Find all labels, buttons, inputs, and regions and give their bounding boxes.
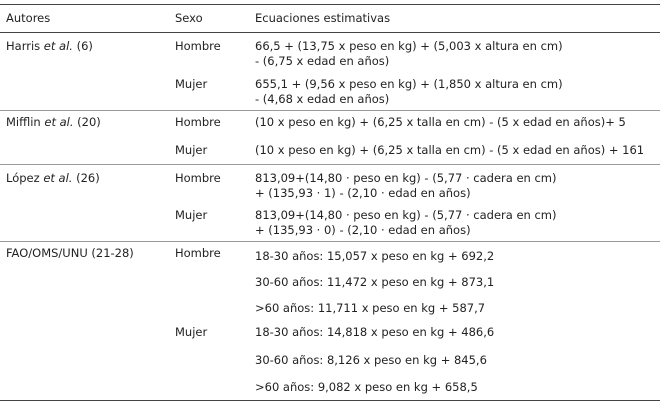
header-equations: Ecuaciones estimativas xyxy=(255,11,391,25)
top-rule xyxy=(0,4,660,5)
equation-harris-female-line1: 655,1 + (9,56 x peso en kg) + (1,850 x a… xyxy=(255,77,563,91)
bottom-rule xyxy=(0,400,660,401)
equation-lopez-female-line1: 813,09+(14,80 · peso en kg) - (5,77 · ca… xyxy=(255,208,557,222)
equation-mifflin-female: (10 x peso en kg) + (6,25 x talla en cm)… xyxy=(255,143,645,157)
row-rule xyxy=(0,241,660,242)
author-lopez: López et al. (26) xyxy=(6,171,100,185)
author-fao: FAO/OMS/UNU (21-28) xyxy=(6,246,134,260)
equation-fao-female-18-30: 18-30 años: 14,818 x peso en kg + 486,6 xyxy=(255,325,495,339)
equation-harris-male-line2: - (6,75 x edad en años) xyxy=(255,54,390,68)
header-authors: Autores xyxy=(6,11,51,25)
equation-lopez-female-line2: + (135,93 · 0) - (2,10 · edad en años) xyxy=(255,223,471,237)
equation-fao-male-30-60: 30-60 años: 11,472 x peso en kg + 873,1 xyxy=(255,275,495,289)
sex-fao-male: Hombre xyxy=(175,246,221,260)
equation-lopez-male-line2: + (135,93 · 1) - (2,10 · edad en años) xyxy=(255,186,471,200)
equation-harris-male-line1: 66,5 + (13,75 x peso en kg) + (5,003 x a… xyxy=(255,39,563,53)
equation-fao-male-18-30: 18-30 años: 15,057 x peso en kg + 692,2 xyxy=(255,249,495,263)
author-harris: Harris et al. (6) xyxy=(6,39,93,53)
sex-harris-male: Hombre xyxy=(175,39,221,53)
equation-harris-female-line2: - (4,68 x edad en años) xyxy=(255,92,390,106)
author-mifflin: Mifflin et al. (20) xyxy=(6,115,101,129)
sex-mifflin-female: Mujer xyxy=(175,143,208,157)
row-rule xyxy=(0,164,660,165)
equation-fao-male-over-60: >60 años: 11,711 x peso en kg + 587,7 xyxy=(255,301,486,315)
sex-fao-female: Mujer xyxy=(175,325,208,339)
equation-fao-female-30-60: 30-60 años: 8,126 x peso en kg + 845,6 xyxy=(255,353,487,367)
sex-lopez-female: Mujer xyxy=(175,208,208,222)
equation-fao-female-over-60: >60 años: 9,082 x peso en kg + 658,5 xyxy=(255,380,478,394)
header-rule xyxy=(0,32,660,33)
row-rule xyxy=(0,110,660,111)
sex-lopez-male: Hombre xyxy=(175,171,221,185)
equation-lopez-male-line1: 813,09+(14,80 · peso en kg) - (5,77 · ca… xyxy=(255,171,557,185)
equation-mifflin-male: (10 x peso en kg) + (6,25 x talla en cm)… xyxy=(255,115,626,129)
sex-harris-female: Mujer xyxy=(175,77,208,91)
header-sex: Sexo xyxy=(175,11,203,25)
sex-mifflin-male: Hombre xyxy=(175,115,221,129)
